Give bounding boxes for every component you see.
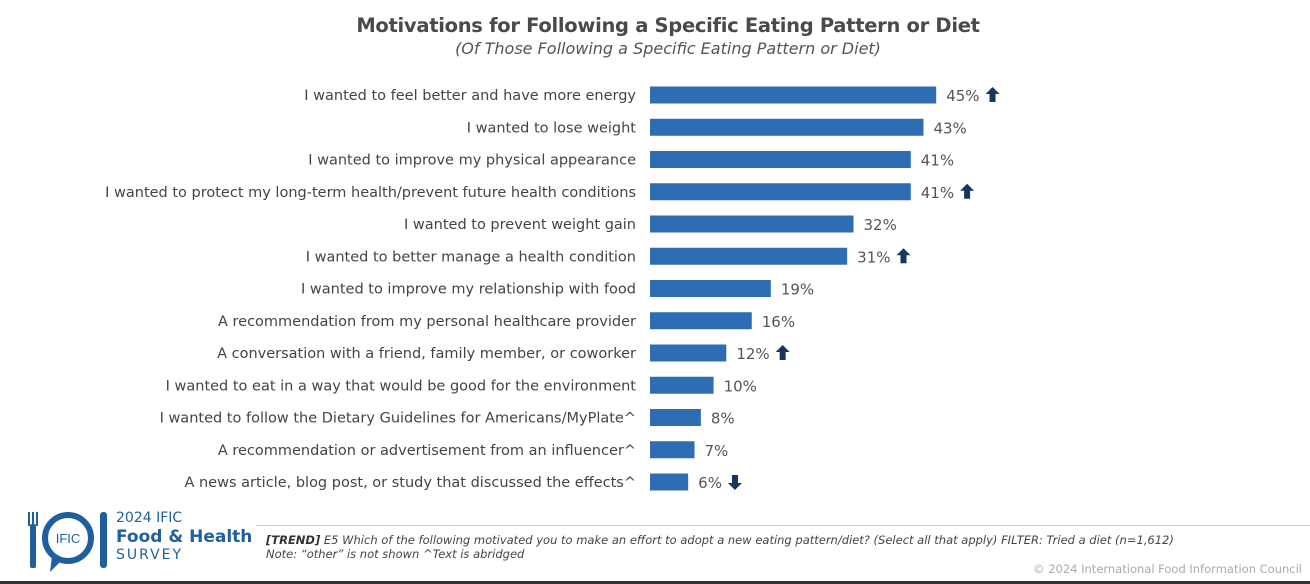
bar (650, 473, 689, 491)
bar-chart: I wanted to feel better and have more en… (105, 86, 1000, 492)
bar (650, 86, 937, 104)
trend-up-arrow-icon (775, 345, 790, 360)
footer-divider (256, 525, 1310, 526)
bar (650, 247, 848, 265)
category-label: I wanted to prevent weight gain (404, 217, 636, 233)
note-text: Note: “other” is not shown ^Text is abri… (266, 547, 525, 561)
data-label: 16% (762, 313, 795, 331)
category-label: A recommendation from my personal health… (218, 314, 636, 330)
data-label: 6% (698, 474, 722, 492)
data-label: 19% (781, 281, 814, 299)
category-label: I wanted to protect my long-term health/… (105, 185, 636, 201)
logo-line1: 2024 IFIC (116, 510, 183, 526)
category-label: I wanted to feel better and have more en… (304, 88, 636, 104)
trend-up-arrow-icon (960, 183, 975, 199)
chart-title: Motivations for Following a Specific Eat… (356, 14, 980, 37)
data-label: 41% (921, 184, 954, 202)
category-label: I wanted to improve my relationship with… (301, 282, 636, 298)
bar (650, 344, 727, 362)
trend-up-arrow-icon (896, 248, 911, 264)
chart-subtitle: (Of Those Following a Specific Eating Pa… (455, 39, 881, 58)
data-label: 31% (857, 248, 890, 266)
data-label: 10% (724, 377, 757, 395)
bar (650, 280, 771, 297)
footer-note: [TREND] E5 Which of the following motiva… (266, 533, 1174, 561)
trend-tag: [TREND] (266, 533, 321, 547)
category-label: A recommendation or advertisement from a… (218, 443, 636, 459)
data-label: 41% (921, 152, 954, 170)
bar (650, 183, 911, 201)
category-label: I wanted to eat in a way that would be g… (166, 378, 637, 394)
bar (650, 215, 854, 233)
bar (650, 376, 714, 394)
bar (650, 312, 752, 330)
category-label: A news article, blog post, or study that… (184, 475, 636, 491)
copyright: © 2024 International Food Information Co… (1033, 562, 1302, 576)
data-label: 32% (864, 216, 897, 234)
ific-logo-icon: IFIC (28, 512, 107, 572)
trend-up-arrow-icon (985, 87, 1000, 102)
svg-text:IFIC: IFIC (56, 531, 81, 546)
trend-down-arrow-icon (727, 475, 742, 490)
bottom-border (0, 581, 1310, 584)
data-label: 7% (705, 442, 729, 460)
logo-line3: SURVEY (116, 547, 184, 563)
data-label: 43% (933, 119, 966, 137)
category-label: I wanted to follow the Dietary Guideline… (160, 411, 636, 427)
bar (650, 441, 695, 459)
bar (650, 118, 924, 136)
data-label: 45% (946, 87, 979, 105)
question-text: E5 Which of the following motivated you … (320, 533, 1174, 547)
bar (650, 409, 701, 426)
ific-logo: IFIC (24, 506, 254, 576)
category-label: I wanted to better manage a health condi… (306, 249, 636, 265)
data-label: 8% (711, 410, 735, 428)
logo-line2: Food & Health (116, 527, 253, 547)
category-label: A conversation with a friend, family mem… (217, 346, 636, 362)
category-label: I wanted to improve my physical appearan… (308, 153, 636, 169)
data-label: 12% (736, 345, 769, 363)
category-label: I wanted to lose weight (467, 120, 637, 136)
bar (650, 151, 911, 168)
